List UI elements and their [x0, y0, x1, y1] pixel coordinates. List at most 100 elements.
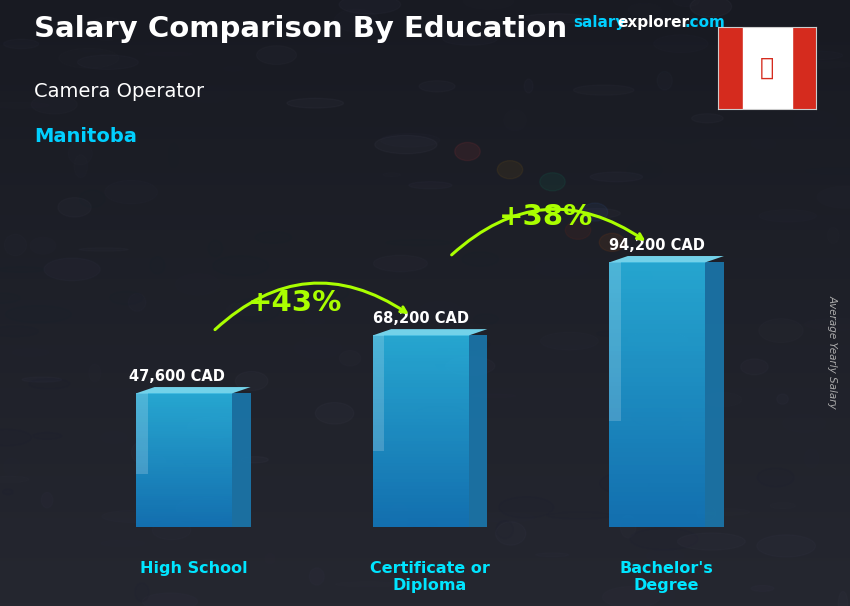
Ellipse shape: [142, 593, 197, 606]
Bar: [136, 474, 232, 476]
Bar: [136, 514, 232, 516]
Bar: [136, 507, 232, 510]
Bar: [0, 497, 850, 500]
Bar: [609, 444, 705, 448]
Bar: [372, 380, 469, 384]
Ellipse shape: [152, 521, 190, 540]
Bar: [609, 425, 705, 430]
Ellipse shape: [309, 568, 325, 585]
Bar: [0, 158, 850, 161]
Bar: [372, 399, 469, 402]
Bar: [136, 427, 232, 429]
Bar: [136, 503, 232, 505]
Bar: [372, 422, 469, 425]
Ellipse shape: [657, 72, 672, 90]
Bar: [0, 406, 850, 409]
Bar: [609, 307, 705, 311]
Ellipse shape: [176, 498, 241, 519]
Bar: [0, 312, 850, 315]
Ellipse shape: [339, 350, 360, 366]
Bar: [0, 103, 850, 106]
Bar: [609, 435, 705, 439]
Ellipse shape: [414, 406, 468, 423]
Ellipse shape: [683, 421, 719, 433]
Ellipse shape: [536, 553, 569, 557]
Bar: [0, 488, 850, 491]
Bar: [0, 306, 850, 309]
Bar: [609, 267, 705, 271]
Bar: [0, 58, 850, 61]
Bar: [136, 478, 232, 481]
Ellipse shape: [255, 231, 292, 243]
Bar: [0, 430, 850, 433]
Ellipse shape: [697, 508, 750, 516]
Bar: [609, 386, 705, 390]
Bar: [0, 36, 850, 39]
Bar: [0, 79, 850, 82]
Ellipse shape: [29, 379, 70, 389]
Bar: [609, 328, 705, 333]
Bar: [609, 382, 705, 386]
Bar: [0, 494, 850, 497]
Bar: [609, 399, 705, 404]
Ellipse shape: [224, 66, 243, 71]
Bar: [0, 339, 850, 342]
Bar: [0, 351, 850, 355]
Bar: [372, 390, 469, 393]
Ellipse shape: [647, 549, 684, 562]
Bar: [0, 515, 850, 518]
Bar: [372, 447, 469, 450]
Bar: [609, 505, 705, 510]
Bar: [372, 425, 469, 428]
Bar: [372, 358, 469, 361]
Bar: [0, 527, 850, 530]
Text: +43%: +43%: [248, 290, 343, 318]
Ellipse shape: [806, 168, 850, 174]
Bar: [791, 27, 816, 109]
Bar: [136, 476, 232, 478]
Bar: [0, 600, 850, 603]
Bar: [609, 496, 705, 501]
Ellipse shape: [374, 359, 388, 378]
Ellipse shape: [334, 9, 378, 32]
Bar: [609, 514, 705, 518]
Bar: [0, 542, 850, 545]
Bar: [0, 436, 850, 439]
Bar: [609, 280, 705, 284]
Ellipse shape: [651, 92, 676, 101]
Text: Average Yearly Salary: Average Yearly Salary: [827, 295, 837, 408]
Bar: [372, 431, 469, 435]
Bar: [136, 442, 232, 445]
Bar: [0, 255, 850, 258]
Bar: [372, 499, 469, 502]
Bar: [0, 373, 850, 376]
Bar: [0, 448, 850, 451]
Ellipse shape: [339, 0, 400, 14]
Bar: [0, 155, 850, 158]
Ellipse shape: [0, 354, 56, 371]
Bar: [609, 276, 705, 280]
Ellipse shape: [757, 468, 794, 487]
Bar: [609, 452, 705, 456]
Bar: [0, 355, 850, 358]
Bar: [372, 387, 469, 390]
Bar: [0, 3, 850, 6]
Bar: [372, 351, 469, 355]
Ellipse shape: [804, 449, 819, 468]
Bar: [0, 603, 850, 606]
Ellipse shape: [132, 442, 150, 463]
Bar: [0, 76, 850, 79]
Bar: [0, 173, 850, 176]
Bar: [0, 82, 850, 85]
Bar: [136, 511, 232, 514]
Bar: [0, 270, 850, 273]
Ellipse shape: [751, 585, 774, 591]
Bar: [0, 139, 850, 142]
Bar: [0, 536, 850, 539]
Bar: [0, 533, 850, 536]
Bar: [609, 483, 705, 487]
Circle shape: [455, 142, 480, 161]
Polygon shape: [372, 336, 384, 450]
Bar: [0, 42, 850, 45]
Ellipse shape: [375, 135, 437, 154]
